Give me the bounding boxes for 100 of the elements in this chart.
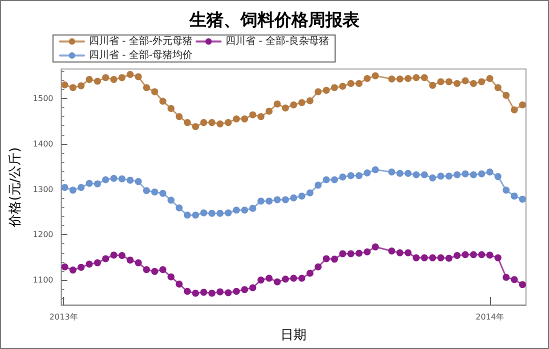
point [298, 99, 306, 106]
point [306, 97, 314, 104]
point [224, 119, 232, 126]
point [282, 104, 289, 112]
point [94, 180, 101, 188]
point [143, 187, 150, 194]
point [159, 266, 166, 274]
point [339, 250, 346, 258]
point [266, 274, 273, 282]
point [478, 78, 486, 86]
point [274, 100, 281, 108]
point [396, 170, 404, 177]
y-tick-label: 1200 [32, 230, 54, 240]
point [257, 276, 264, 284]
point [437, 172, 444, 180]
point [232, 206, 240, 214]
y-axis-title: 价格(元/公斤) [8, 147, 23, 228]
point [420, 254, 428, 262]
point [241, 115, 248, 122]
point [168, 196, 175, 204]
point [151, 88, 158, 96]
point [86, 76, 93, 83]
point [208, 290, 216, 297]
point [168, 273, 175, 280]
point [134, 259, 142, 266]
point [216, 288, 224, 296]
point [102, 255, 110, 262]
point [412, 254, 420, 262]
point [290, 101, 298, 108]
point [314, 182, 322, 189]
point [364, 248, 371, 256]
point [249, 111, 256, 118]
point [339, 174, 346, 181]
y-tick-label: 1400 [32, 139, 54, 148]
point [298, 192, 306, 200]
point [356, 172, 363, 180]
point [232, 288, 240, 295]
point [372, 72, 379, 80]
point [216, 210, 224, 217]
point [388, 168, 396, 176]
point [94, 78, 101, 85]
point [347, 250, 354, 258]
point [224, 289, 232, 296]
point [184, 212, 191, 219]
point [420, 74, 428, 82]
point [331, 176, 338, 184]
point [290, 274, 298, 282]
point [486, 168, 494, 176]
point [478, 251, 486, 258]
point [519, 101, 526, 108]
point [216, 120, 224, 128]
point [159, 190, 166, 197]
point [322, 86, 330, 94]
point [134, 73, 142, 80]
point [126, 256, 134, 264]
point [86, 180, 93, 187]
point [356, 80, 363, 88]
point [420, 171, 428, 178]
point [200, 119, 208, 126]
point [510, 276, 518, 284]
point [61, 184, 68, 191]
legend-label: 四川省 - 全部-母猪均价 [89, 49, 193, 61]
point [94, 259, 101, 266]
point [412, 171, 420, 178]
point [134, 178, 142, 186]
point [364, 169, 371, 176]
point [322, 176, 330, 184]
point [257, 113, 264, 120]
point [151, 268, 158, 275]
point [396, 249, 404, 256]
point [454, 171, 461, 178]
point [143, 84, 150, 92]
point [502, 186, 510, 194]
point [192, 212, 200, 219]
point [249, 284, 256, 292]
point [192, 123, 200, 130]
point [519, 281, 526, 288]
point [306, 189, 314, 196]
point [519, 196, 526, 203]
point [118, 175, 126, 182]
point [143, 266, 150, 274]
point [266, 108, 273, 115]
point [470, 251, 477, 258]
point [184, 119, 191, 126]
point [372, 166, 379, 174]
point [445, 254, 452, 262]
point [224, 209, 232, 216]
point [445, 172, 452, 180]
point [470, 80, 477, 88]
point [102, 176, 110, 184]
point [404, 170, 412, 177]
point [322, 255, 330, 262]
point [462, 251, 469, 258]
point [86, 260, 93, 268]
point [339, 82, 346, 90]
point [356, 250, 363, 257]
point [192, 290, 200, 297]
point [184, 288, 191, 295]
point [298, 274, 306, 282]
point [241, 286, 248, 294]
